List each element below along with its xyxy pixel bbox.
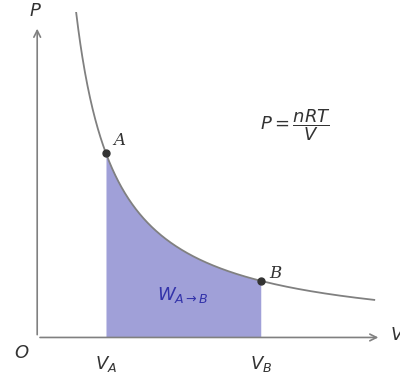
Text: $P = \dfrac{nRT}{V}$: $P = \dfrac{nRT}{V}$: [260, 107, 331, 143]
Text: $O$: $O$: [14, 344, 30, 362]
Text: $W_{A\rightarrow B}$: $W_{A\rightarrow B}$: [158, 285, 209, 305]
Text: A: A: [113, 132, 125, 149]
Text: $V_A$: $V_A$: [95, 355, 117, 375]
Text: $V$: $V$: [390, 326, 400, 344]
Text: $V_B$: $V_B$: [250, 355, 272, 375]
Text: $P$: $P$: [29, 2, 42, 20]
Text: B: B: [269, 265, 282, 282]
